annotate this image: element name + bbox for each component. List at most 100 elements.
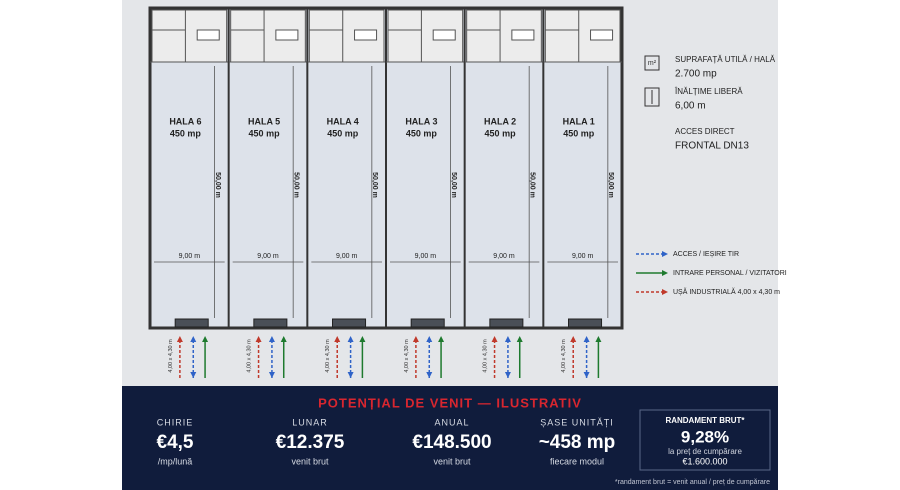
legend-head bbox=[662, 289, 668, 295]
table bbox=[275, 29, 299, 41]
industrial-door bbox=[174, 318, 209, 328]
stat-value: €4,5 bbox=[157, 432, 194, 453]
yield-sub: la preț de cumpărare bbox=[668, 447, 742, 456]
door-size: 4,00 x 4,30 m bbox=[247, 339, 253, 373]
arrow-head bbox=[583, 372, 590, 378]
door-size: 4,00 x 4,30 m bbox=[483, 339, 489, 373]
hall-area: 450 mp bbox=[327, 128, 359, 138]
door-size: 4,00 x 4,30 m bbox=[168, 339, 174, 373]
info-value: FRONTAL DN13 bbox=[675, 141, 749, 152]
hall-name: HALA 5 bbox=[248, 116, 280, 126]
yield-box bbox=[639, 409, 771, 471]
door-size: 4,00 x 4,30 m bbox=[325, 339, 331, 373]
hall-name: HALA 6 bbox=[169, 116, 201, 126]
legend-label: INTRARE PERSONAL / VIZITATORI bbox=[673, 270, 787, 277]
arrow-head bbox=[190, 336, 197, 342]
hall-name: HALA 4 bbox=[327, 116, 359, 126]
icon bbox=[644, 87, 660, 107]
arrow-head bbox=[491, 336, 498, 342]
hall-length: 50,00 m bbox=[528, 172, 535, 198]
hall-area: 450 mp bbox=[170, 128, 202, 138]
stat-label: CHIRIE bbox=[157, 417, 194, 427]
hall-name: HALA 3 bbox=[405, 116, 437, 126]
arrow-head bbox=[255, 336, 262, 342]
hall-width: 9,00 m bbox=[493, 253, 515, 260]
arrow-head bbox=[347, 336, 354, 342]
arrow-head bbox=[583, 336, 590, 342]
hall-length: 50,00 m bbox=[292, 172, 299, 198]
table bbox=[511, 29, 535, 41]
arrow-head bbox=[412, 336, 419, 342]
hall-width: 9,00 m bbox=[336, 253, 358, 260]
arrow-head bbox=[268, 336, 275, 342]
stat-label: LUNAR bbox=[292, 417, 328, 427]
table bbox=[432, 29, 456, 41]
arrow-head bbox=[516, 336, 523, 342]
yield-price: €1.600.000 bbox=[682, 456, 727, 466]
legend-head bbox=[662, 270, 668, 276]
arrow-head bbox=[202, 336, 209, 342]
hall-width: 9,00 m bbox=[572, 253, 594, 260]
hall-length: 50,00 m bbox=[371, 172, 378, 198]
hall-length: 50,00 m bbox=[214, 172, 221, 198]
stat-value: €12.375 bbox=[276, 432, 345, 453]
stat-sub: fiecare modul bbox=[550, 456, 604, 466]
hall-width: 9,00 m bbox=[179, 253, 201, 260]
hall-name: HALA 1 bbox=[563, 116, 595, 126]
legend-label: ACCES / IEȘIRE TIR bbox=[673, 251, 739, 258]
stat-sub: venit brut bbox=[291, 456, 329, 466]
industrial-door bbox=[332, 318, 367, 328]
arrow-head bbox=[595, 336, 602, 342]
arrow-head bbox=[268, 372, 275, 378]
arrow-head bbox=[347, 372, 354, 378]
hall-width: 9,00 m bbox=[415, 253, 437, 260]
hall-area: 450 mp bbox=[249, 128, 281, 138]
table bbox=[354, 29, 378, 41]
table bbox=[590, 29, 614, 41]
industrial-door bbox=[489, 318, 524, 328]
info-value: 2.700 mp bbox=[675, 69, 717, 80]
arrow-head bbox=[190, 372, 197, 378]
table bbox=[196, 29, 220, 41]
stat-sub: venit brut bbox=[433, 456, 471, 466]
hall-area: 450 mp bbox=[485, 128, 517, 138]
hall-length: 50,00 m bbox=[450, 172, 457, 198]
stat-label: ANUAL bbox=[434, 417, 469, 427]
stat-label: ȘASE UNITĂȚI bbox=[540, 417, 614, 427]
hall-area: 450 mp bbox=[563, 128, 595, 138]
info-label: SUPRAFAȚĂ UTILĂ / HALĂ bbox=[675, 55, 776, 64]
info-label: ÎNĂLȚIME LIBERĂ bbox=[674, 87, 743, 96]
hall-width: 9,00 m bbox=[257, 253, 279, 260]
info-label: ACCES DIRECT bbox=[675, 127, 735, 136]
industrial-door bbox=[410, 318, 445, 328]
yield-value: 9,28% bbox=[681, 427, 729, 446]
legend-label: UȘĂ INDUSTRIALĂ 4,00 x 4,30 m bbox=[673, 287, 780, 296]
hall-name: HALA 2 bbox=[484, 116, 516, 126]
door-size: 4,00 x 4,30 m bbox=[561, 339, 567, 373]
arrow-head bbox=[426, 336, 433, 342]
legend-head bbox=[662, 251, 668, 257]
footnote: *randament brut = venit anual / preț de … bbox=[615, 479, 770, 486]
income-panel bbox=[122, 386, 778, 490]
stat-sub: /mp/lună bbox=[158, 456, 193, 466]
stat-value: €148.500 bbox=[412, 432, 491, 453]
stat-value: ~458 mp bbox=[539, 432, 616, 453]
hall-length: 50,00 m bbox=[607, 172, 614, 198]
arrow-head bbox=[504, 336, 511, 342]
arrow-head bbox=[504, 372, 511, 378]
door-size: 4,00 x 4,30 m bbox=[404, 339, 410, 373]
arrow-head bbox=[280, 336, 287, 342]
panel-title: POTENȚIAL DE VENIT — ILUSTRATIV bbox=[318, 395, 582, 410]
yield-label: RANDAMENT BRUT* bbox=[665, 416, 745, 425]
arrow-head bbox=[426, 372, 433, 378]
hall-area: 450 mp bbox=[406, 128, 438, 138]
icon bbox=[644, 55, 660, 71]
industrial-door bbox=[253, 318, 288, 328]
arrow-head bbox=[438, 336, 445, 342]
arrow-head bbox=[176, 336, 183, 342]
info-value: 6,00 m bbox=[675, 101, 706, 112]
arrow-head bbox=[570, 336, 577, 342]
arrow-head bbox=[334, 336, 341, 342]
industrial-door bbox=[568, 318, 603, 328]
